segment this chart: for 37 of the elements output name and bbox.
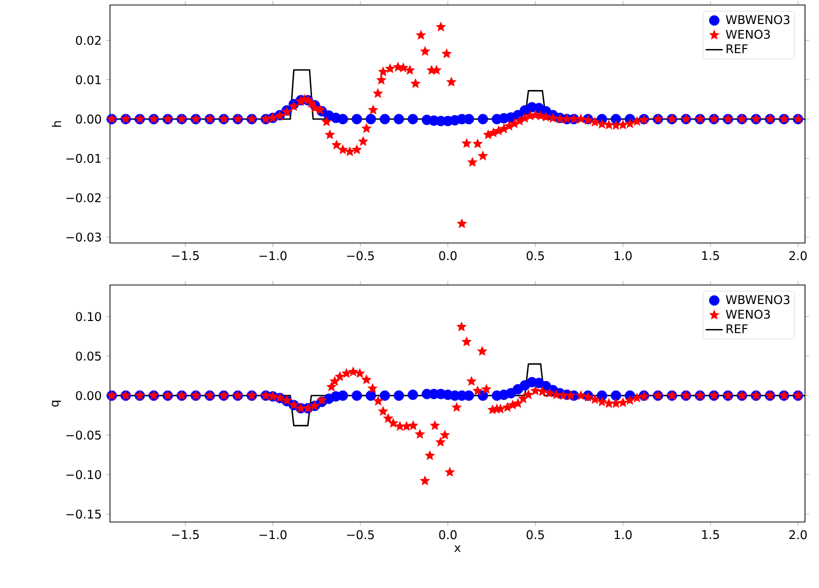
x-tick-label: 0.5: [526, 251, 544, 260]
legend-label: REF: [726, 44, 748, 54]
y-tick-label: 0.00: [76, 114, 102, 124]
legend-label: REF: [726, 324, 748, 334]
y-tick-label: −0.15: [66, 510, 101, 519]
x-tick-label: 2.0: [789, 530, 807, 540]
x-tick-label: −1.0: [260, 251, 287, 260]
legend-label: WBWENO3: [726, 15, 790, 24]
x-tick-label: 1.5: [702, 530, 719, 540]
x-tick-label: 2.0: [789, 251, 807, 260]
y-tick-label: −0.05: [66, 430, 101, 440]
y-axis-title: h: [52, 121, 62, 127]
x-tick-label: −0.5: [347, 251, 374, 260]
x-tick-label: −0.5: [347, 530, 374, 540]
x-tick-label: −1.5: [172, 251, 199, 260]
x-tick-label: 0.5: [526, 530, 544, 540]
x-tick-label: 1.0: [614, 251, 632, 260]
y-axis-title: q: [52, 400, 62, 407]
y-tick-label: 0.01: [76, 75, 101, 84]
x-tick-label: 0.0: [439, 251, 457, 260]
y-tick-label: 0.02: [76, 36, 101, 45]
y-tick-label: 0.05: [76, 352, 101, 361]
y-tick-label: −0.02: [66, 193, 101, 202]
x-tick-label: 1.0: [614, 530, 632, 540]
legend-label: WBWENO3: [726, 295, 790, 304]
x-axis-title: x: [454, 545, 461, 552]
y-tick-label: −0.10: [66, 470, 102, 480]
y-tick-label: −0.03: [66, 232, 101, 242]
legend-label: WENO3: [726, 30, 770, 39]
x-tick-label: 1.5: [702, 251, 719, 260]
y-tick-label: −0.01: [66, 154, 101, 163]
y-tick-label: 0.10: [76, 312, 102, 322]
x-tick-label: −1.0: [260, 530, 287, 540]
x-tick-label: −1.5: [172, 530, 199, 540]
y-tick-label: 0.00: [76, 391, 102, 400]
x-tick-label: 0.0: [439, 530, 457, 540]
legend-label: WENO3: [726, 310, 770, 319]
